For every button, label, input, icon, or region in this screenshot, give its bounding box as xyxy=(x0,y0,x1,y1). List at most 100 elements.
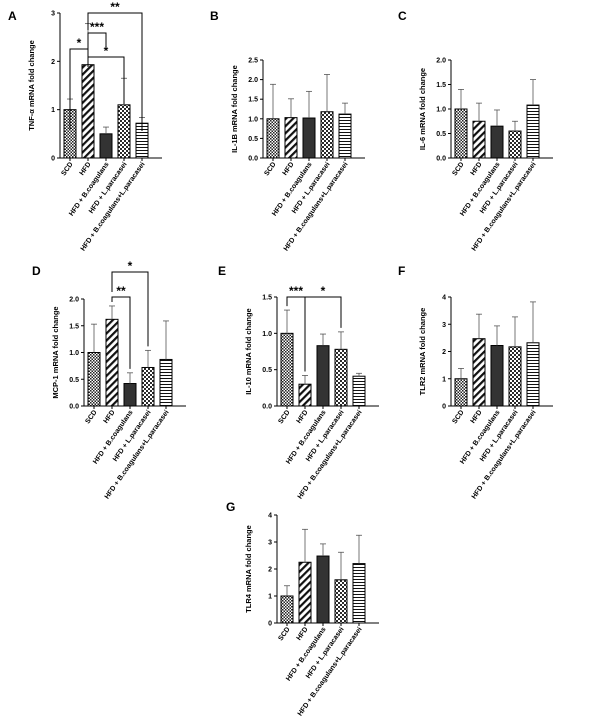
y-tick-label: 1 xyxy=(51,107,55,114)
chart-panel-d: D 0.0 0.5 1.0 1.5 2.0 MCP-1 mRNA fold change SC… xyxy=(32,259,186,500)
y-tick-label: 4 xyxy=(442,295,446,302)
bar-2 xyxy=(298,383,312,407)
x-tick-label: HFD xyxy=(470,409,484,425)
bar-2 xyxy=(472,120,486,159)
bar-4 xyxy=(320,111,334,159)
x-tick-label: SCD xyxy=(60,161,74,177)
y-tick-label: 0.5 xyxy=(248,136,258,143)
significance-label: * xyxy=(104,44,109,58)
y-axis-title: MCP-1 mRNA fold change xyxy=(51,306,60,398)
chart-panel-c: C 0.0 0.5 1.0 1.5 2.0 IL-6 mRNA fold change SCD… xyxy=(398,9,553,252)
bar-5 xyxy=(526,342,540,407)
bar-2 xyxy=(105,318,119,407)
y-tick-label: 4 xyxy=(268,513,272,520)
panel-letter: A xyxy=(8,9,17,23)
x-tick-label: SCD xyxy=(263,161,277,177)
chart-panel-b: B 0.0 0.5 1.0 1.5 2.0 2.5 IL-1B mRNA fold chang… xyxy=(210,9,365,252)
y-tick-label: 2.0 xyxy=(248,77,258,84)
significance-label: ** xyxy=(116,284,126,298)
bar-3 xyxy=(123,383,137,407)
y-tick-label: 3 xyxy=(51,11,55,18)
y-tick-label: 3 xyxy=(442,322,446,329)
significance-bracket xyxy=(87,12,143,131)
y-tick-label: 1 xyxy=(442,376,446,383)
y-tick-label: 2 xyxy=(442,349,446,356)
y-tick-label: 1.0 xyxy=(436,107,446,114)
x-tick-label: HFD xyxy=(79,161,93,177)
bar-5 xyxy=(526,104,540,159)
y-axis-title: IL-6 mRNA fold change xyxy=(418,68,427,150)
bar-5 xyxy=(338,113,352,159)
bar-4 xyxy=(508,130,522,159)
bar-3 xyxy=(490,125,504,159)
chart-panel-e: E 0.0 0.5 1.0 1.5 IL-10 mRNA fold change SCD HF… xyxy=(218,264,379,500)
x-tick-label: SCD xyxy=(277,409,291,425)
x-tick-label: HFD xyxy=(296,626,310,642)
bar-2 xyxy=(81,64,95,159)
x-tick-label: SCD xyxy=(277,626,291,642)
y-tick-label: 0.5 xyxy=(69,377,79,384)
significance-label: *** xyxy=(90,20,104,34)
y-axis-title: TNF-α mRNA fold change xyxy=(27,40,36,131)
y-tick-label: 2 xyxy=(268,567,272,574)
y-tick-label: 0 xyxy=(51,156,55,163)
y-tick-label: 0.5 xyxy=(262,367,272,374)
bar-1 xyxy=(266,118,280,159)
y-tick-label: 1.5 xyxy=(69,323,79,330)
y-tick-label: 0.0 xyxy=(436,156,446,163)
significance-label: * xyxy=(321,284,326,298)
panel-letter: F xyxy=(398,264,405,278)
bar-3 xyxy=(316,345,330,407)
y-tick-label: 0 xyxy=(268,621,272,628)
panel-letter: E xyxy=(218,264,226,278)
panel-letter: C xyxy=(398,9,407,23)
bar-3 xyxy=(302,117,316,159)
significance-label: *** xyxy=(289,284,303,298)
bar-2 xyxy=(298,561,312,624)
y-axis-title: TLR2 mRNA fold change xyxy=(418,308,427,396)
y-tick-label: 0 xyxy=(442,404,446,411)
x-tick-label: SCD xyxy=(84,409,98,425)
bar-5 xyxy=(159,358,173,407)
bar-1 xyxy=(280,595,294,624)
y-tick-label: 2.5 xyxy=(248,58,258,65)
y-tick-label: 1.5 xyxy=(248,97,258,104)
bar-5 xyxy=(352,375,366,407)
y-tick-label: 0.0 xyxy=(262,404,272,411)
x-tick-label: SCD xyxy=(451,161,465,177)
significance-label: ** xyxy=(110,0,120,14)
y-tick-label: 0.0 xyxy=(69,404,79,411)
x-tick-label: SCD xyxy=(451,409,465,425)
significance-bracket xyxy=(87,32,107,49)
y-axis-title: TLR4 mRNA fold change xyxy=(244,525,253,613)
significance-label: * xyxy=(77,36,82,50)
bar-1 xyxy=(280,332,294,407)
y-axis-title: IL-10 mRNA fold change xyxy=(244,308,253,394)
bar-2 xyxy=(472,338,486,407)
x-tick-label: HFD xyxy=(296,409,310,425)
panel-letter: G xyxy=(226,500,235,514)
bar-4 xyxy=(334,348,348,407)
x-tick-label: HFD xyxy=(103,409,117,425)
y-tick-label: 1 xyxy=(268,594,272,601)
significance-bracket xyxy=(111,296,131,369)
y-tick-label: 3 xyxy=(268,540,272,547)
bar-1 xyxy=(87,352,101,407)
significance-bracket xyxy=(286,296,306,372)
y-tick-label: 2 xyxy=(51,59,55,66)
y-tick-label: 1.0 xyxy=(262,331,272,338)
significance-bracket xyxy=(87,56,125,104)
x-tick-label: HFD xyxy=(470,161,484,177)
y-tick-label: 1.0 xyxy=(69,350,79,357)
y-tick-label: 0.5 xyxy=(436,131,446,138)
y-tick-label: 2.0 xyxy=(436,58,446,65)
y-tick-label: 2.0 xyxy=(69,297,79,304)
significance-bracket xyxy=(111,271,149,347)
bar-1 xyxy=(454,108,468,159)
y-tick-label: 0.0 xyxy=(248,156,258,163)
bar-2 xyxy=(284,117,298,159)
bar-4 xyxy=(334,579,348,624)
significance-label: * xyxy=(128,259,133,273)
